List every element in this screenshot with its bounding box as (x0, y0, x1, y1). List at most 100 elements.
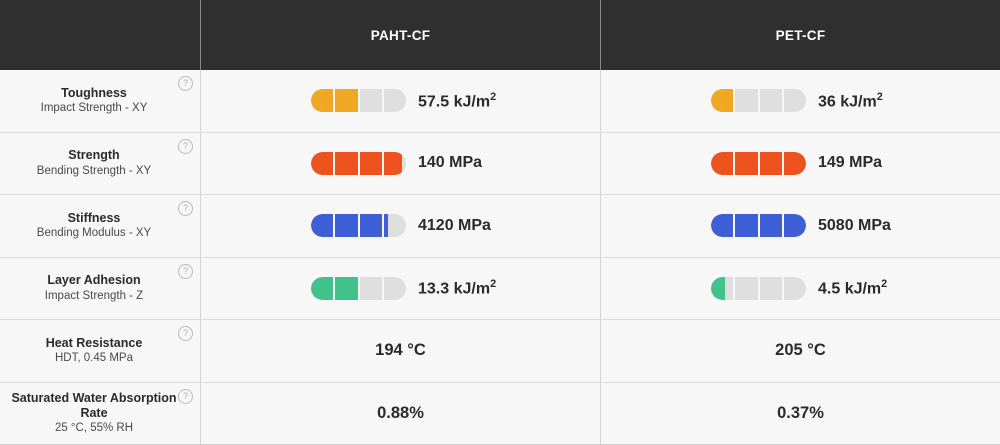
value-cell: 4.5 kJ/m2 (600, 257, 1000, 319)
table-header-row: PAHT-CF PET-CF (0, 0, 1000, 70)
gauge-fill (311, 214, 388, 238)
property-cell: Saturated Water Absorption Rate 25 °C, 55… (0, 382, 201, 444)
rating-gauge (311, 214, 406, 238)
gauge-segment (360, 276, 384, 300)
value-number: 57.5 kJ/m (418, 92, 491, 110)
value-cell: 140 MPa (201, 133, 600, 195)
property-cell: Stiffness Bending Modulus - XY? (0, 195, 201, 257)
gauge-fill (711, 89, 735, 113)
value-cell: 5080 MPa (600, 195, 1000, 257)
value-text: 13.3 kJ/m2 (418, 278, 496, 298)
gauge-segment (735, 276, 760, 300)
gauge-segment (784, 89, 806, 112)
help-question-icon[interactable]: ? (178, 263, 193, 279)
rating-gauge (711, 276, 806, 300)
value-text: 205 °C (775, 341, 826, 360)
property-name: Toughness (61, 85, 127, 100)
value-text: 4.5 kJ/m2 (818, 278, 887, 298)
help-question-icon[interactable]: ? (178, 138, 193, 154)
gauge-segment (384, 277, 406, 300)
column-header-label: PAHT-CF (370, 27, 431, 43)
value-cell: 149 MPa (600, 132, 1000, 194)
gauge-fill (711, 276, 726, 300)
value-text: 0.88% (377, 404, 424, 423)
property-subtitle: 25 °C, 55% RH (54, 422, 134, 435)
value-number: 205 °C (775, 341, 826, 360)
value-number: 5080 MPa (818, 216, 891, 234)
property-cell: Toughness Impact Strength - XY? (0, 70, 201, 132)
value-number: 36 kJ/m (818, 92, 877, 110)
value-cell: 36 kJ/m2 (600, 70, 1000, 132)
help-question-icon[interactable]: ? (178, 201, 193, 216)
column-header-label: PET-CF (775, 27, 826, 43)
value-text: 36 kJ/m2 (818, 91, 883, 111)
gauge-fill (311, 151, 403, 175)
property-subtitle: Bending Modulus - XY (36, 227, 152, 240)
rating-gauge (711, 214, 806, 238)
value-text: 0.37% (777, 404, 824, 423)
column-header-paht-cf: PAHT-CF (201, 0, 600, 70)
property-name: Stiffness (67, 210, 121, 225)
gauge-segment (735, 89, 760, 113)
property-subtitle: Impact Strength - Z (44, 289, 144, 302)
column-header-pet-cf: PET-CF (600, 0, 1000, 70)
help-question-icon[interactable]: ? (178, 388, 193, 404)
rating-gauge (311, 276, 406, 300)
value-cell: 205 °C (600, 320, 1000, 382)
value-number: 13.3 kJ/m (418, 280, 491, 298)
value-text: 149 MPa (818, 154, 882, 172)
value-unit-exponent: 2 (490, 278, 497, 291)
property-subtitle: Impact Strength - XY (40, 102, 148, 115)
value-number: 149 MPa (818, 154, 883, 172)
value-text: 57.5 kJ/m2 (418, 91, 496, 111)
property-subtitle: HDT, 0.45 MPa (55, 352, 133, 365)
property-cell: Heat Resistance HDT, 0.45 MPa? (0, 320, 201, 382)
table-row: Strength Bending Strength - XY? 140 MPa 149… (0, 132, 1000, 195)
header-corner-cell (0, 0, 201, 70)
value-cell: 0.37% (600, 382, 1000, 444)
rating-gauge (311, 151, 406, 175)
value-unit-exponent: 2 (490, 90, 497, 103)
value-text: 5080 MPa (818, 217, 891, 235)
table-row: Stiffness Bending Modulus - XY? 4120 MPa 50… (0, 195, 1000, 258)
table-body: Toughness Impact Strength - XY? 57.5 kJ/m2… (0, 70, 1000, 445)
property-name: Heat Resistance (45, 335, 143, 350)
value-number: 4.5 kJ/m (818, 280, 882, 298)
rating-gauge (711, 89, 806, 113)
property-cell: Strength Bending Strength - XY? (0, 132, 201, 194)
help-question-icon[interactable]: ? (178, 76, 193, 91)
gauge-fill (711, 151, 806, 175)
value-number: 0.37% (777, 403, 824, 422)
table-row: Saturated Water Absorption Rate 25 °C, 55… (0, 382, 1000, 445)
help-question-icon[interactable]: ? (178, 326, 193, 341)
value-cell: 13.3 kJ/m2 (201, 258, 600, 320)
value-number: 4120 MPa (418, 216, 491, 234)
value-unit-exponent: 2 (881, 278, 888, 291)
gauge-fill (311, 89, 359, 113)
property-name: Strength (68, 148, 120, 163)
value-text: 4120 MPa (418, 217, 491, 235)
gauge-fill (311, 276, 359, 300)
rating-gauge (711, 151, 806, 175)
gauge-segment-dividers (711, 276, 806, 300)
value-cell: 4120 MPa (201, 195, 600, 257)
value-number: 194 °C (375, 341, 426, 360)
gauge-segment (784, 277, 806, 300)
property-subtitle: Bending Strength - XY (36, 164, 152, 177)
value-cell: 0.88% (201, 383, 600, 445)
gauge-segment (384, 89, 406, 112)
property-name: Saturated Water Absorption Rate (11, 390, 177, 420)
value-text: 140 MPa (418, 154, 482, 172)
value-number: 140 MPa (418, 154, 483, 172)
gauge-segment (760, 89, 784, 113)
gauge-segment (360, 89, 384, 113)
table-row: Toughness Impact Strength - XY? 57.5 kJ/m2… (0, 70, 1000, 133)
table-row: Heat Resistance HDT, 0.45 MPa? 194 °C 205 °… (0, 320, 1000, 383)
value-unit-exponent: 2 (876, 90, 883, 103)
table-row: Layer Adhesion Impact Strength - Z? 13.3 k… (0, 257, 1000, 320)
rating-gauge (311, 89, 406, 113)
property-cell: Layer Adhesion Impact Strength - Z? (0, 257, 201, 319)
value-cell: 194 °C (201, 320, 600, 382)
value-text: 194 °C (375, 341, 426, 360)
